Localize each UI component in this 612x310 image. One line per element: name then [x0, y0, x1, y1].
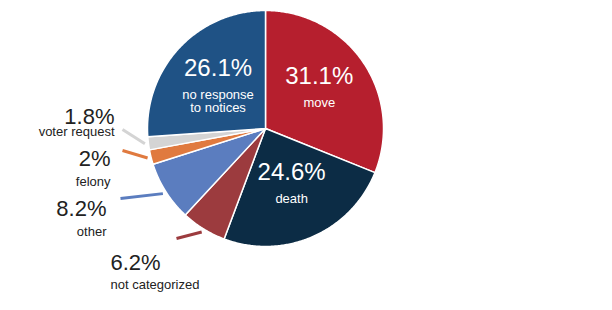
svg-text:1.8%: 1.8% — [64, 103, 115, 129]
svg-text:6.2%: 6.2% — [111, 250, 161, 275]
svg-text:2%: 2% — [79, 146, 111, 171]
svg-text:26.1%: 26.1% — [184, 54, 252, 81]
svg-text:31.1%: 31.1% — [285, 62, 353, 89]
svg-text:voter request: voter request — [39, 124, 115, 139]
svg-text:move: move — [303, 95, 335, 110]
svg-text:not categorized: not categorized — [111, 277, 200, 292]
svg-text:other: other — [77, 224, 107, 239]
svg-text:death: death — [275, 191, 308, 206]
svg-text:24.6%: 24.6% — [258, 158, 326, 185]
svg-text:no responseto notices: no responseto notices — [182, 87, 254, 115]
svg-text:felony: felony — [76, 174, 111, 189]
svg-text:8.2%: 8.2% — [56, 196, 106, 221]
